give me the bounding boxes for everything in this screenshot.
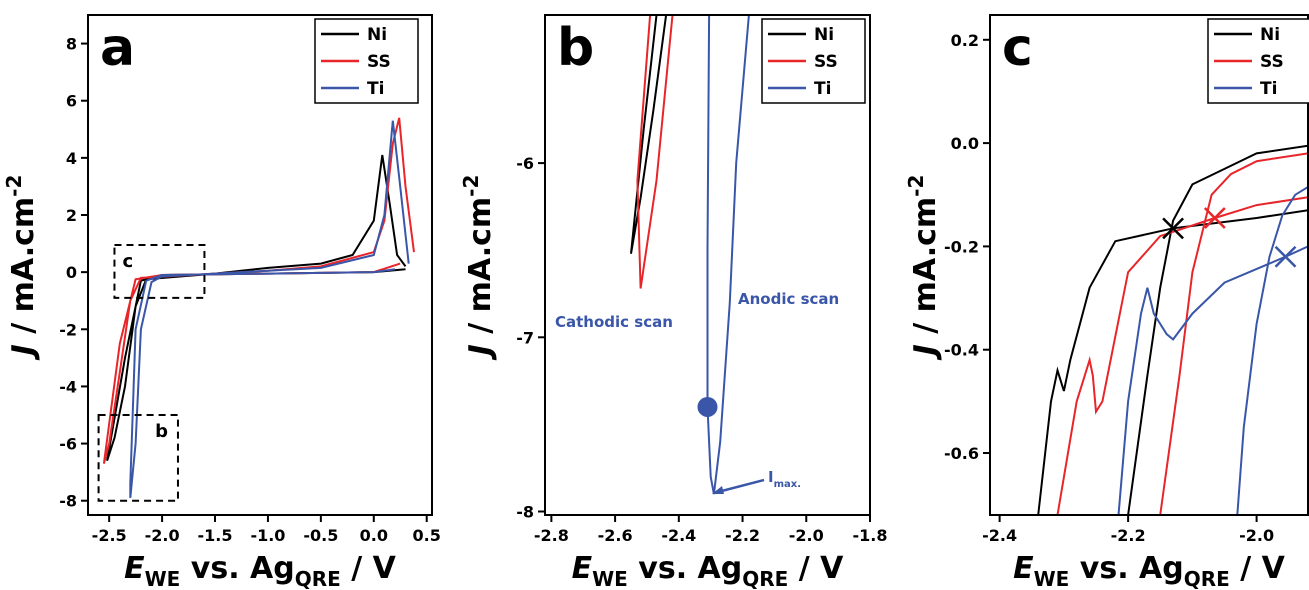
y-axis-title-part: / mA.cm <box>6 197 41 344</box>
x-axis-title-part: E <box>124 551 145 586</box>
y-axis-title-part: -2 <box>2 175 26 197</box>
panel-label: b <box>557 18 594 78</box>
annotation: Anodic scan <box>738 290 839 308</box>
x-axis-title-part: WE <box>1034 567 1070 590</box>
legend-label: SS <box>367 52 391 72</box>
y-tick-label: -8 <box>516 503 534 522</box>
legend-label: Ti <box>367 79 384 99</box>
plot-area <box>630 15 750 495</box>
series-line <box>630 15 668 254</box>
x-tick-label: -1.5 <box>198 526 233 545</box>
x-tick-label: 0.0 <box>360 526 388 545</box>
marker <box>1162 217 1184 240</box>
y-tick-label: -6 <box>516 154 534 173</box>
y-tick-label: 4 <box>66 149 77 168</box>
x-tick-label: -2.0 <box>1239 526 1274 545</box>
x-tick-label: -0.5 <box>303 526 338 545</box>
y-axis-title-part: / mA.cm <box>463 197 498 344</box>
y-tick-label: -7 <box>516 328 534 347</box>
x-axis-title: EWE vs. AgQRE / V <box>572 551 845 590</box>
annotation: Cathodic scan <box>555 313 673 331</box>
y-tick-label: 0 <box>66 263 77 282</box>
x-tick-label: -1.0 <box>250 526 285 545</box>
x-tick-label: -2.6 <box>598 526 633 545</box>
x-axis-title-part: QRE <box>1184 567 1230 590</box>
legend-label: Ni <box>367 25 387 45</box>
y-axis-title: J / mA.cm-2 <box>459 175 498 361</box>
series-line <box>1117 186 1308 515</box>
y-tick-label: -0.4 <box>944 341 979 360</box>
x-tick-label: -2.4 <box>661 526 696 545</box>
axes-frame <box>544 14 871 516</box>
x-axis-title-part: / V <box>341 551 397 586</box>
y-tick-label: -0.6 <box>944 444 979 463</box>
y-axis-title-part: J <box>463 344 498 360</box>
y-axis-title: J / mA.cm-2 <box>2 175 41 361</box>
y-axis-title: J / mA.cm-2 <box>904 175 943 361</box>
inset-box <box>97 414 179 502</box>
y-axis-title-part: -2 <box>904 175 928 197</box>
x-axis-title-part: WE <box>145 567 181 590</box>
y-tick-label: 0.0 <box>951 134 979 153</box>
legend-label: Ti <box>1260 79 1277 99</box>
annotation: Imax. <box>768 468 801 490</box>
legend-label: SS <box>814 52 838 72</box>
x-tick-label: -2.2 <box>725 526 760 545</box>
inset-label: c <box>122 251 133 272</box>
y-axis-title-part: -2 <box>459 175 483 197</box>
axes-frame <box>87 14 433 516</box>
x-axis-title-part: vs. Ag <box>628 551 742 586</box>
legend-label: SS <box>1260 52 1284 72</box>
x-tick-label: -1.8 <box>853 526 888 545</box>
x-axis-title-part: QRE <box>295 567 341 590</box>
legend-label: Ti <box>814 79 831 99</box>
y-axis-title-part: J <box>6 344 41 360</box>
series-line <box>706 15 750 495</box>
series-line <box>1037 144 1308 515</box>
y-tick-label: -4 <box>59 377 77 396</box>
panel-label: c <box>1002 18 1033 78</box>
legend-label: Ni <box>1260 25 1280 45</box>
series-line <box>129 120 410 498</box>
series-line <box>636 15 674 289</box>
series-line <box>1056 152 1308 515</box>
plot-area <box>1037 144 1308 515</box>
x-axis-title-part: WE <box>592 567 628 590</box>
x-axis-title-part: / V <box>788 551 844 586</box>
y-tick-label: -6 <box>59 435 77 454</box>
x-tick-label: -2.5 <box>92 526 127 545</box>
x-tick-label: -2.2 <box>1111 526 1146 545</box>
x-tick-label: -2.0 <box>145 526 180 545</box>
y-tick-label: 8 <box>66 35 77 54</box>
marker <box>1274 245 1297 268</box>
axes-frame <box>989 14 1309 516</box>
x-tick-label: -2.8 <box>534 526 569 545</box>
x-axis-title: EWE vs. AgQRE / V <box>124 551 397 590</box>
y-tick-label: -2 <box>59 320 77 339</box>
marker <box>1203 207 1226 229</box>
x-axis-title-part: E <box>572 551 593 586</box>
y-tick-label: 0.2 <box>951 31 979 50</box>
x-axis-title-part: QRE <box>742 567 788 590</box>
x-tick-label: -2.4 <box>982 526 1017 545</box>
legend-label: Ni <box>814 25 834 45</box>
panel-label: a <box>100 18 135 78</box>
y-tick-label: -0.2 <box>944 237 979 256</box>
y-tick-label: -8 <box>59 492 77 511</box>
x-tick-label: 0.5 <box>413 526 441 545</box>
x-axis-title-part: E <box>1013 551 1034 586</box>
y-axis-title-part: / mA.cm <box>908 197 943 344</box>
inset-label: b <box>155 421 168 442</box>
marker <box>697 396 718 417</box>
x-axis-title-part: vs. Ag <box>180 551 294 586</box>
x-axis-title-part: vs. Ag <box>1069 551 1183 586</box>
y-tick-label: 6 <box>66 92 77 111</box>
y-tick-label: 2 <box>66 206 77 225</box>
x-axis-title-part: / V <box>1230 551 1286 586</box>
y-axis-title-part: J <box>908 344 943 360</box>
x-tick-label: -2.0 <box>789 526 824 545</box>
plot-area <box>102 117 415 498</box>
x-axis-title: EWE vs. AgQRE / V <box>1013 551 1286 590</box>
